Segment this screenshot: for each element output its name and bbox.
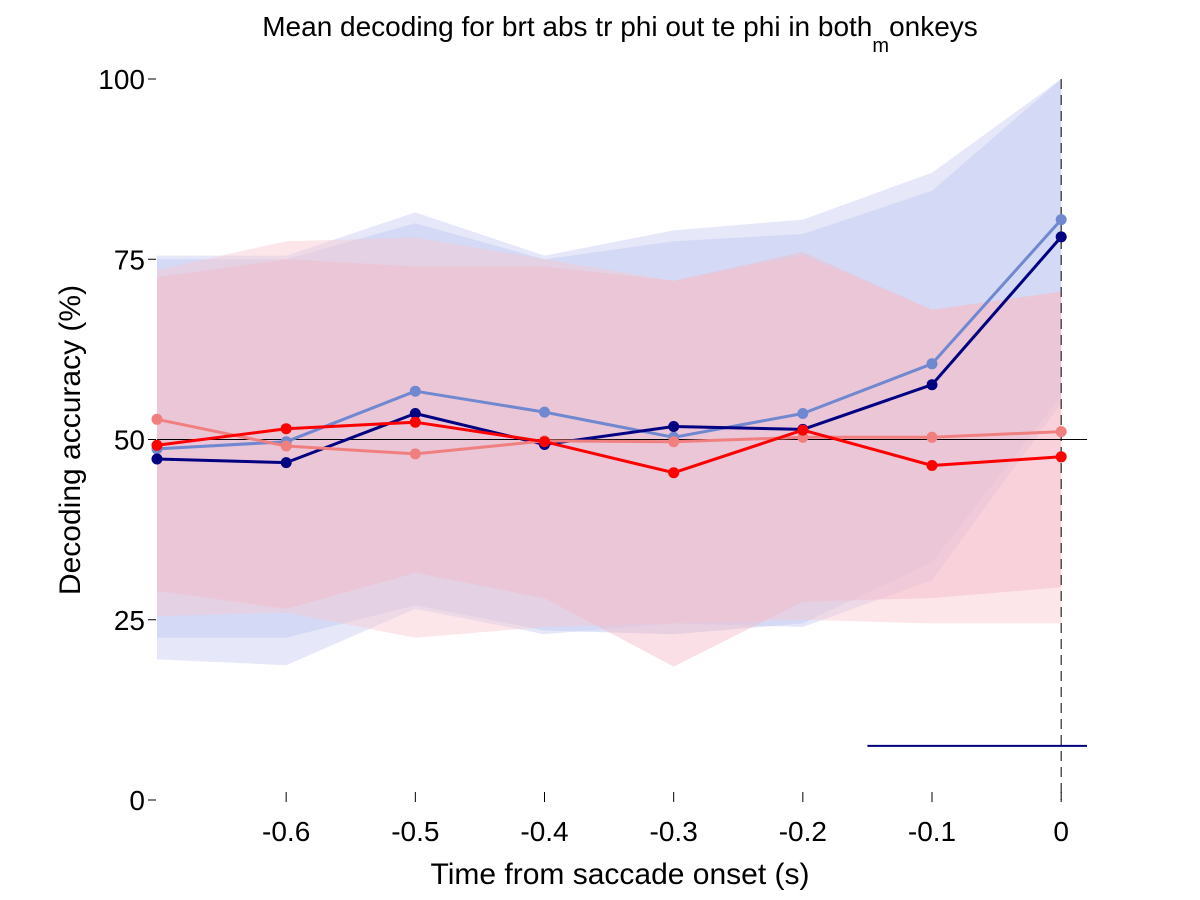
series-3-point [409,448,421,460]
series-3-point [926,431,938,443]
series-1-point [1055,214,1067,226]
x-tick-label: -0.2 [779,816,827,847]
x-tick-label: -0.6 [262,816,310,847]
confidence-band-2 [157,79,1062,666]
x-tick-label: -0.5 [391,816,439,847]
x-axis-ticks: -0.6 -0.5 -0.4 -0.3 -0.2 -0.1 0 [262,792,1069,847]
series-points [151,214,1067,479]
x-tick-label: -0.3 [650,816,698,847]
series-lines [156,218,1063,475]
series-1-point [539,406,550,418]
series-4-point [797,424,809,436]
x-tick-label: 0 [1053,816,1069,847]
x-axis-label: Time from saccade onset (s) [431,858,810,891]
series-4-point [1055,451,1067,463]
y-tick-label: 50 [114,425,145,456]
x-tick-label: -0.1 [908,816,956,847]
series-1-point [797,408,809,419]
y-axis-label: Decoding accuracy (%) [54,285,87,595]
series-2-point [926,379,938,391]
series-4-point [151,439,163,451]
series-2-point [151,453,163,465]
series-4-point [409,416,421,428]
chart-title-subscript: m [872,35,889,57]
series-2-point [668,421,680,432]
series-line-3 [156,417,1062,456]
series-1-point [409,385,421,397]
y-tick-label: 25 [114,605,145,636]
series-2-point [1055,231,1067,243]
series-1-point [926,358,938,370]
series-line-2 [156,235,1063,465]
chart-title: Mean decoding for brt abs tr phi out te … [262,11,978,57]
chart-title-suffix: onkeys [889,11,978,42]
series-3-point [1055,426,1067,438]
series-4-point [539,436,550,448]
confidence-band-3 [157,237,1062,638]
series-line-1 [156,218,1063,451]
y-tick-label: 100 [98,64,145,95]
y-tick-label: 0 [129,785,145,816]
confidence-band-1 [157,79,1062,638]
series-4-point [280,423,292,435]
series-3-point [280,440,292,452]
y-axis-ticks: 0 25 50 75 100 [98,64,156,816]
confidence-bands [157,79,1062,667]
chart-title-main: Mean decoding for brt abs tr phi out te … [262,11,872,42]
series-2-point [280,457,292,469]
series-4-point [926,460,938,471]
series-4-point [668,467,680,479]
x-tick-label: -0.4 [520,816,568,847]
series-2-point [409,408,421,419]
y-tick-label: 75 [114,244,145,275]
series-line-4 [156,420,1062,475]
series-3-point [151,413,163,425]
confidence-band-4 [157,252,1062,667]
series-3-point [668,436,680,448]
